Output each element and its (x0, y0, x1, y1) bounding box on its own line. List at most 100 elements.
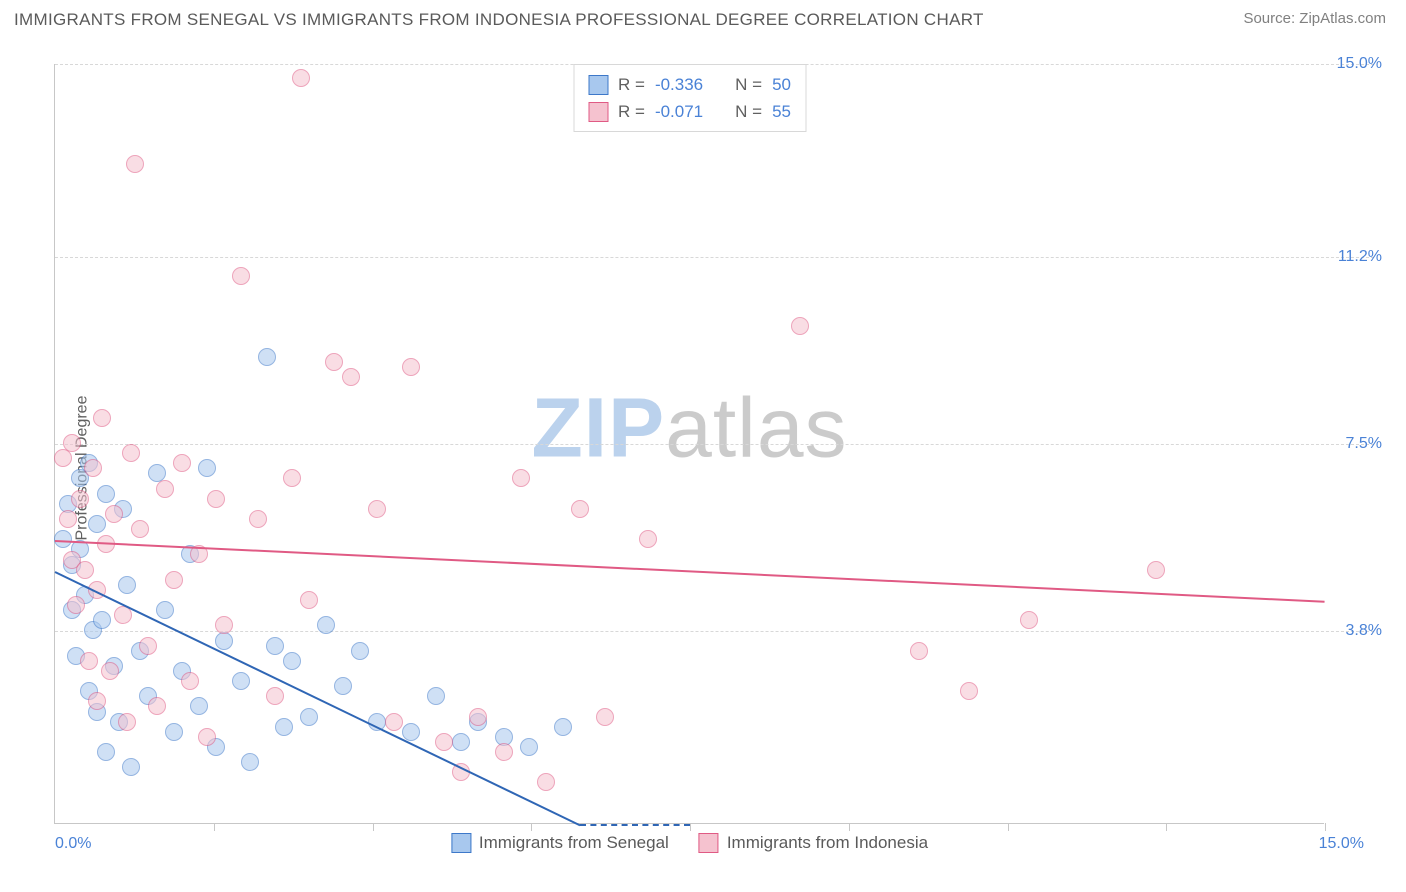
data-point (181, 672, 199, 690)
data-point (122, 758, 140, 776)
data-point (105, 505, 123, 523)
data-point (283, 469, 301, 487)
data-point (300, 591, 318, 609)
data-point (84, 459, 102, 477)
x-tick (1166, 823, 1167, 831)
correlation-legend: R = -0.336 N = 50 R = -0.071 N = 55 (573, 64, 806, 132)
data-point (67, 596, 85, 614)
swatch-indonesia (588, 102, 608, 122)
r-value-senegal: -0.336 (655, 71, 703, 98)
x-axis-max-label: 15.0% (1319, 835, 1364, 853)
data-point (249, 510, 267, 528)
data-point (283, 652, 301, 670)
n-value-senegal: 50 (772, 71, 791, 98)
trend-line (580, 824, 690, 826)
swatch-senegal-bottom (451, 833, 471, 853)
series-legend: Immigrants from Senegal Immigrants from … (451, 833, 928, 853)
plot-area: ZIPatlas R = -0.336 N = 50 R = -0.071 N … (54, 64, 1324, 824)
x-tick (531, 823, 532, 831)
x-tick (373, 823, 374, 831)
x-tick (849, 823, 850, 831)
data-point (495, 743, 513, 761)
data-point (173, 454, 191, 472)
data-point (317, 616, 335, 634)
n-label: N = (735, 98, 762, 125)
gridline-h (55, 257, 1374, 258)
data-point (791, 317, 809, 335)
data-point (402, 358, 420, 376)
data-point (131, 520, 149, 538)
data-point (165, 723, 183, 741)
data-point (452, 733, 470, 751)
swatch-senegal (588, 75, 608, 95)
data-point (554, 718, 572, 736)
data-point (190, 697, 208, 715)
gridline-h (55, 444, 1374, 445)
data-point (76, 561, 94, 579)
data-point (512, 469, 530, 487)
data-point (122, 444, 140, 462)
legend-item-senegal: Immigrants from Senegal (451, 833, 669, 853)
data-point (427, 687, 445, 705)
y-tick-label: 3.8% (1346, 622, 1382, 640)
data-point (639, 530, 657, 548)
y-tick-label: 11.2% (1338, 248, 1382, 266)
data-point (402, 723, 420, 741)
data-point (207, 490, 225, 508)
data-point (232, 672, 250, 690)
data-point (300, 708, 318, 726)
trend-line (55, 571, 581, 826)
gridline-h (55, 631, 1374, 632)
r-value-indonesia: -0.071 (655, 98, 703, 125)
x-tick (1325, 823, 1326, 831)
n-value-indonesia: 55 (772, 98, 791, 125)
x-tick (690, 823, 691, 831)
data-point (266, 687, 284, 705)
data-point (910, 642, 928, 660)
data-point (571, 500, 589, 518)
data-point (101, 662, 119, 680)
data-point (156, 480, 174, 498)
data-point (97, 743, 115, 761)
data-point (118, 713, 136, 731)
data-point (385, 713, 403, 731)
data-point (520, 738, 538, 756)
data-point (292, 69, 310, 87)
chart-title: IMMIGRANTS FROM SENEGAL VS IMMIGRANTS FR… (14, 10, 984, 30)
data-point (334, 677, 352, 695)
trend-line (55, 540, 1325, 603)
data-point (198, 728, 216, 746)
data-point (88, 692, 106, 710)
watermark-atlas: atlas (665, 381, 847, 475)
data-point (960, 682, 978, 700)
x-axis-min-label: 0.0% (55, 835, 91, 853)
chart-header: IMMIGRANTS FROM SENEGAL VS IMMIGRANTS FR… (0, 0, 1406, 36)
data-point (148, 697, 166, 715)
data-point (156, 601, 174, 619)
data-point (80, 652, 98, 670)
legend-row-senegal: R = -0.336 N = 50 (588, 71, 791, 98)
data-point (139, 637, 157, 655)
data-point (198, 459, 216, 477)
data-point (97, 485, 115, 503)
data-point (93, 611, 111, 629)
data-point (342, 368, 360, 386)
y-tick-label: 7.5% (1346, 435, 1382, 453)
legend-item-indonesia: Immigrants from Indonesia (699, 833, 928, 853)
data-point (59, 510, 77, 528)
x-tick (214, 823, 215, 831)
watermark-zip: ZIP (531, 381, 665, 475)
data-point (232, 267, 250, 285)
chart-source: Source: ZipAtlas.com (1243, 10, 1386, 27)
chart-container: Professional Degree ZIPatlas R = -0.336 … (14, 44, 1386, 892)
data-point (368, 500, 386, 518)
data-point (351, 642, 369, 660)
data-point (258, 348, 276, 366)
data-point (126, 155, 144, 173)
n-label: N = (735, 71, 762, 98)
data-point (118, 576, 136, 594)
data-point (63, 434, 81, 452)
data-point (93, 409, 111, 427)
data-point (1147, 561, 1165, 579)
legend-row-indonesia: R = -0.071 N = 55 (588, 98, 791, 125)
